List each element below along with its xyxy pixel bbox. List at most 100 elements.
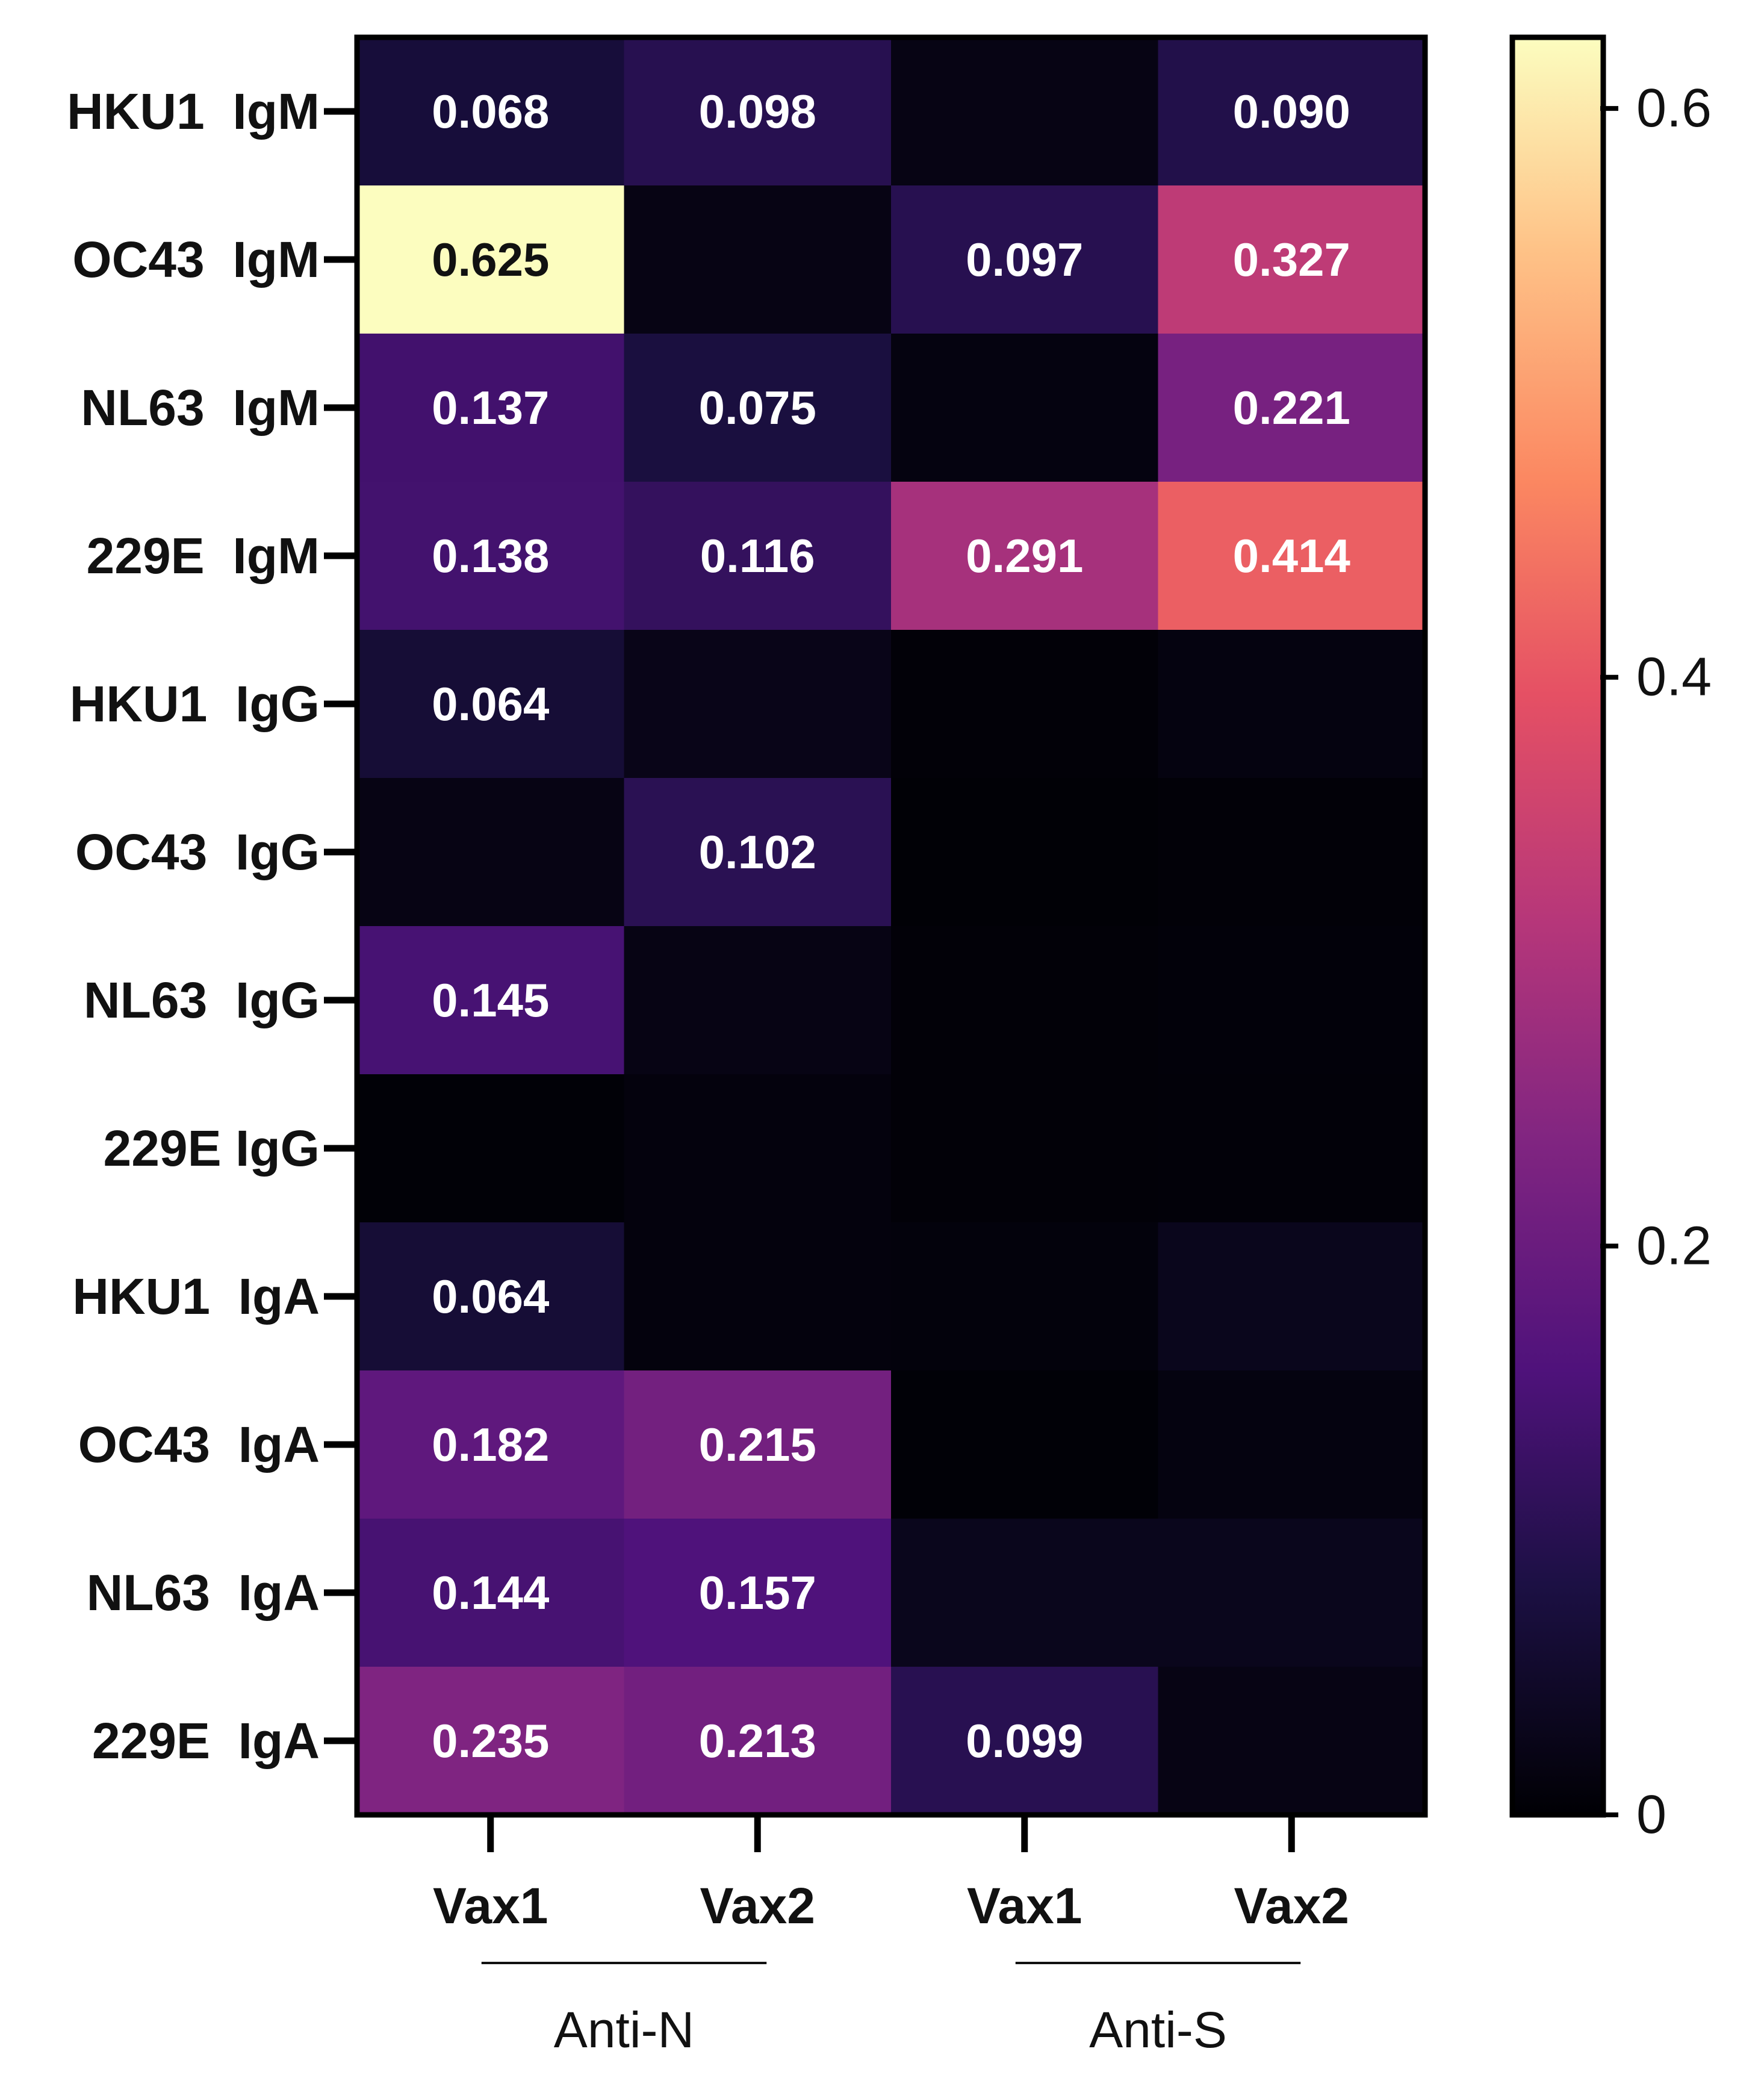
heatmap-cell [891,1370,1158,1519]
cell-value-label: 0.138 [432,529,549,582]
cell-value-label: 0.137 [432,381,549,434]
heatmap-cell [357,926,624,1075]
heatmap-cell [891,482,1158,630]
cell-value-label: 0.625 [432,233,549,286]
colorbar: 0 0.2 0.4 0.6 [1509,34,1712,1845]
heatmap-cell [891,926,1158,1075]
colorbar-tick-label: 0.6 [1636,78,1712,138]
heatmap-cells: 0.068 0.098 0.090 0.625 0.097 0.327 0.137 0.075… [357,37,1426,1815]
cell-value-label: 0.291 [966,529,1083,582]
heatmap-cell [624,37,892,186]
heatmap-cell [357,1519,624,1667]
heatmap-cell [891,1519,1158,1667]
heatmap-cell [1158,778,1426,927]
heatmap-cell [891,778,1158,927]
heatmap-cell [357,185,624,334]
column-axis: Vax1 Vax2 Vax1 Vax2 [433,1815,1349,1934]
heatmap-cell [624,185,892,334]
heatmap-cell [891,334,1158,482]
heatmap-cell [891,1667,1158,1815]
heatmap-cell [624,926,892,1075]
heatmap-cell [1158,630,1426,779]
row-label: HKU1 IgA [72,1268,320,1325]
cell-value-label: 0.068 [432,85,549,138]
row-label: NL63 IgA [87,1564,320,1621]
row-label: NL63 IgG [84,972,320,1028]
heatmap-cell [891,630,1158,779]
colorbar-frame [1509,34,1606,1818]
row-label: NL63 IgM [81,379,320,436]
heatmap-cell [624,1074,892,1223]
cell-value-label: 0.182 [432,1418,549,1471]
heatmap-cell [357,37,624,186]
cell-value-label: 0.327 [1233,233,1350,286]
row-label: 229E IgM [87,527,320,584]
heatmap-cell [891,185,1158,334]
heatmap-cell [357,630,624,779]
heatmap-cell [624,1370,892,1519]
heatmap-cell [1158,1370,1426,1519]
column-label: Vax2 [700,1877,815,1934]
heatmap-cell [1158,334,1426,482]
heatmap-cell [357,334,624,482]
cell-value-label: 0.064 [432,677,549,730]
cell-value-label: 0.098 [699,85,816,138]
cell-value-label: 0.097 [966,233,1083,286]
cell-value-label: 0.213 [699,1714,816,1767]
cell-value-label: 0.221 [1233,381,1350,434]
row-label: 229E IgA [92,1712,320,1769]
heatmap-cell [357,482,624,630]
colorbar-tick-label: 0.4 [1636,647,1712,708]
heatmap-cell [1158,1074,1426,1223]
heatmap-cell [1158,185,1426,334]
column-label: Vax2 [1234,1877,1349,1934]
heatmap-cell [624,1222,892,1371]
heatmap-cell [357,1667,624,1815]
cell-value-label: 0.102 [699,826,816,879]
colorbar-gradient [1512,37,1603,1815]
heatmap-cell [891,37,1158,186]
heatmap-cell [624,1519,892,1667]
row-label: OC43 IgA [78,1416,320,1473]
heatmap-cell [624,1667,892,1815]
cell-value-label: 0.157 [699,1566,816,1619]
heatmap-cell [357,778,624,927]
heatmap-cell [624,482,892,630]
heatmap-cell [1158,926,1426,1075]
cell-value-label: 0.090 [1233,85,1350,138]
heatmap-cell [891,1074,1158,1223]
heatmap-cell [624,334,892,482]
cell-value-label: 0.215 [699,1418,816,1471]
row-label: OC43 IgM [72,231,320,288]
group-label: Anti-N [554,2002,694,2058]
column-groups: Anti-N Anti-S [481,1962,1301,2058]
heatmap-cell [1158,1222,1426,1371]
group-label: Anti-S [1089,2002,1227,2058]
cell-value-label: 0.075 [699,381,816,434]
colorbar-tick-label: 0.2 [1636,1216,1712,1276]
cell-value-label: 0.414 [1233,529,1350,582]
heatmap-cell [624,630,892,779]
cell-value-label: 0.064 [432,1270,549,1323]
column-label: Vax1 [967,1877,1082,1934]
heatmap-cell [1158,1519,1426,1667]
row-label: HKU1 IgM [67,83,320,140]
colorbar-tick-label: 0 [1636,1785,1666,1845]
heatmap-cell [624,778,892,927]
heatmap-cell [1158,37,1426,186]
row-label: OC43 IgG [75,824,320,880]
heatmap-cell [891,1222,1158,1371]
cell-value-label: 0.116 [700,529,815,582]
cell-value-label: 0.144 [432,1566,549,1619]
cell-value-label: 0.145 [432,974,549,1027]
plot-frame [354,34,1428,1818]
row-label: 229E IgG [103,1120,320,1177]
row-label: HKU1 IgG [70,676,320,732]
heatmap-cell [1158,482,1426,630]
cell-value-label: 0.235 [432,1714,549,1767]
heatmap-cell [357,1222,624,1371]
column-label: Vax1 [433,1877,548,1934]
heatmap-cell [357,1370,624,1519]
row-axis: HKU1 IgM OC43 IgM NL63 IgM 229E IgM HKU1 IgG… [67,83,357,1769]
cell-value-label: 0.099 [966,1714,1083,1767]
